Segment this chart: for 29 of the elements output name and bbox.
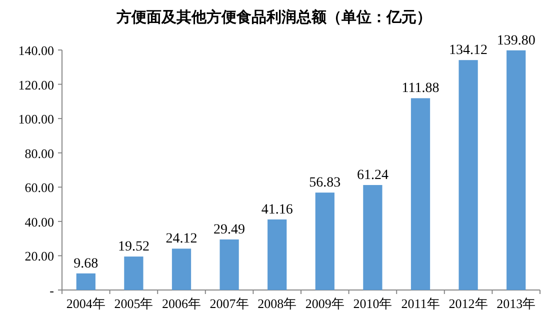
x-tick-label: 2013年 (496, 296, 536, 311)
data-label: 9.68 (74, 256, 98, 272)
y-tick-label: 60.00 (24, 180, 54, 196)
data-label: 24.12 (166, 232, 198, 247)
y-tick-label: 140.00 (18, 43, 54, 58)
data-label: 56.83 (309, 176, 341, 191)
data-label: 134.12 (449, 43, 488, 58)
data-label: 41.16 (261, 202, 293, 218)
data-label: 19.52 (118, 240, 150, 255)
x-tick-label: 2010年 (353, 296, 392, 311)
y-tick-label: 100.00 (18, 112, 54, 127)
x-tick-label: 2009年 (305, 296, 344, 311)
y-tick-label: 80.00 (24, 146, 54, 161)
x-tick-label: 2006年 (162, 296, 201, 311)
data-label: 139.80 (496, 33, 536, 48)
y-tick-label: 20.00 (24, 248, 54, 264)
y-tick-label: 120.00 (18, 77, 54, 92)
title: 方便面及其他方便食品利润总额（单位：亿元） (116, 10, 432, 26)
x-tick-label: 2004年 (66, 296, 106, 311)
x-tick-label: 2011年 (401, 296, 440, 311)
x-tick-label: 2012年 (448, 296, 488, 311)
data-label: 61.24 (356, 168, 388, 184)
x-tick-label: 2007年 (210, 296, 249, 311)
data-label: 29.49 (214, 222, 246, 238)
x-tick-label: 2005年 (114, 296, 154, 311)
data-label: 111.88 (402, 81, 440, 96)
y-tick-label: - (50, 283, 54, 298)
x-tick-label: 2008年 (258, 296, 297, 311)
y-tick-label: 40.00 (24, 214, 54, 230)
